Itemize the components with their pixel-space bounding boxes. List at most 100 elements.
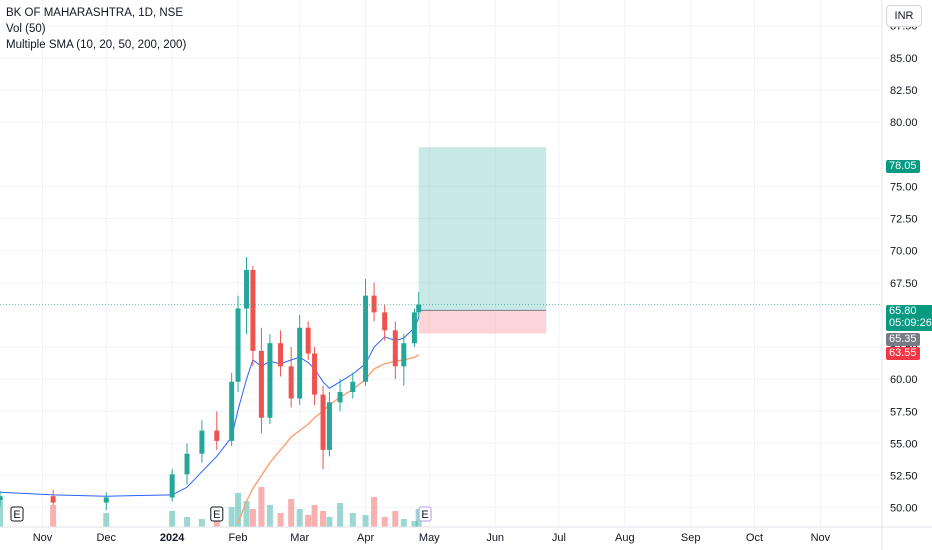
candle-body	[320, 394, 326, 450]
time-tick-label: Nov	[33, 532, 53, 544]
candle-body	[184, 453, 190, 475]
volume-bar	[277, 513, 284, 527]
volume-bar	[311, 505, 318, 527]
price-tick-label: 72.50	[890, 214, 918, 226]
time-tick-label: Aug	[615, 532, 635, 544]
sma-indicator-label[interactable]: Multiple SMA (10, 20, 50, 200, 200)	[6, 39, 187, 51]
volume-bar	[362, 515, 369, 527]
target-price-tag: 78.05	[886, 160, 920, 173]
loss-zone	[418, 310, 547, 334]
volume-bar	[320, 511, 327, 527]
sma-lines	[0, 317, 420, 524]
volume-bar	[198, 519, 205, 527]
time-tick-label: Feb	[229, 532, 248, 544]
price-tick-label: 57.50	[890, 406, 918, 418]
price-tick-label: 50.00	[890, 503, 918, 515]
earnings-marker	[10, 506, 24, 522]
time-tick-label: Sep	[681, 532, 701, 544]
candle-body	[229, 381, 235, 441]
price-tick-label: 55.00	[890, 438, 918, 450]
candle-body	[382, 312, 388, 331]
volume-indicator-label[interactable]: Vol (50)	[6, 23, 46, 35]
bar-countdown: 05:09:26	[889, 317, 932, 329]
price-tick-label: 75.00	[890, 181, 918, 193]
symbol-title[interactable]: BK OF MAHARASHTRA, 1D, NSE	[6, 7, 184, 19]
volume-bar	[249, 509, 256, 527]
price-tick-label: 70.00	[890, 246, 918, 258]
time-tick-label: Dec	[96, 532, 116, 544]
volume-bar	[296, 509, 303, 527]
candle-body	[350, 381, 356, 393]
price-tick-label: 67.50	[890, 278, 918, 290]
price-tick-label: 80.00	[890, 117, 918, 129]
candle-body	[199, 430, 205, 454]
price-tick-label: 60.00	[890, 374, 918, 386]
time-tick-label: Mar	[290, 532, 309, 544]
position-zones	[418, 147, 547, 334]
candle-body	[235, 308, 241, 382]
candle-body	[214, 430, 220, 441]
grid	[0, 0, 882, 527]
time-tick-label: Apr	[357, 532, 374, 544]
volume-bar	[381, 517, 388, 527]
volume-bar	[243, 501, 250, 527]
candle-body	[50, 496, 56, 503]
sma-fast-line	[0, 317, 420, 497]
stop-price-tag: 63.55	[886, 347, 920, 360]
earnings-marker-label: E	[13, 509, 20, 521]
earnings-marker-label: E	[213, 509, 220, 521]
time-tick-label: 2024	[160, 532, 185, 544]
time-tick-label: Jun	[486, 532, 504, 544]
candle-body	[416, 304, 422, 313]
volume-bar	[266, 505, 273, 527]
price-axis: 87.5085.0082.5080.0075.0072.5070.0067.50…	[890, 21, 918, 515]
volume-bar	[228, 507, 235, 527]
time-tick-label: Jul	[552, 532, 566, 544]
candle-body	[411, 312, 417, 344]
price-tick-label: 52.50	[890, 471, 918, 483]
earnings-marker	[418, 506, 432, 522]
volume-bar	[371, 497, 378, 527]
time-tick-label: Nov	[811, 532, 831, 544]
earnings-marker	[210, 506, 224, 522]
candle-body	[326, 402, 332, 450]
candle-body	[297, 327, 303, 399]
time-tick-label: May	[419, 532, 440, 544]
currency-button[interactable]: INR	[886, 5, 922, 27]
volume-bar	[50, 505, 57, 527]
candle-body	[371, 295, 377, 313]
volume-bar	[288, 499, 295, 527]
volume-bar	[0, 497, 3, 527]
volume-bar	[169, 511, 176, 527]
candle-body	[312, 353, 318, 395]
candle-body	[363, 295, 369, 382]
volume-bar	[392, 511, 399, 527]
candle-body	[267, 343, 273, 418]
volume-bar	[400, 519, 407, 527]
candle-body	[0, 496, 3, 501]
volume-bar	[184, 517, 191, 527]
candle-body	[169, 474, 175, 498]
last-price-value: 65.80	[889, 305, 917, 317]
time-tick-label: Oct	[746, 532, 763, 544]
candle-body	[244, 269, 250, 309]
last-price-tag: 65.80 05:09:26	[886, 305, 932, 331]
volume-bar	[235, 493, 242, 527]
price-tick-label: 82.50	[890, 85, 918, 97]
volume-bar	[103, 513, 110, 527]
time-axis: Nov Dec 2024 Feb Mar Apr May Jun Jul Aug Sep Oct Nov	[33, 532, 831, 544]
candle-body	[305, 327, 311, 354]
candles	[0, 257, 422, 511]
candle-body	[278, 343, 284, 367]
entry-price-tag: 65.35	[886, 333, 920, 346]
profit-zone	[418, 147, 547, 311]
candle-body	[258, 350, 264, 418]
earnings-marker-label: E	[421, 509, 428, 521]
price-tick-label: 85.00	[890, 53, 918, 65]
volume-bar	[258, 487, 265, 527]
volume-bars	[0, 487, 422, 527]
candle-body	[103, 497, 109, 503]
volume-bar	[411, 521, 418, 527]
